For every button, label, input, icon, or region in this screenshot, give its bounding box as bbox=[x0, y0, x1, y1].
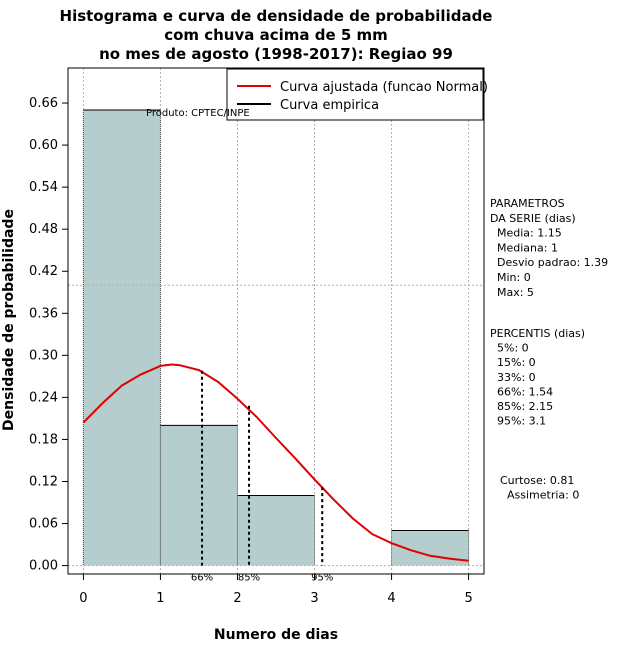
y-tick-label: 0.30 bbox=[29, 348, 58, 363]
plot-frame bbox=[67, 67, 485, 575]
parameter-line: DA SERIE (dias) bbox=[490, 212, 576, 225]
percentile-line-text: 95%: 3.1 bbox=[490, 415, 546, 428]
y-tick-label: 0.42 bbox=[29, 264, 58, 279]
legend-empirical-label: Curva empirica bbox=[280, 98, 379, 113]
y-axis-title: Densidade de probabilidade bbox=[1, 209, 17, 431]
x-tick-label: 1 bbox=[156, 591, 164, 606]
percentile-line-text: 15%: 0 bbox=[490, 356, 536, 369]
y-tick-label: 0.24 bbox=[29, 390, 58, 405]
percentile-label: 85% bbox=[238, 573, 260, 584]
legend-box bbox=[226, 68, 484, 121]
histogram-bar bbox=[83, 110, 161, 566]
shape-stat-line: Assimetria: 0 bbox=[500, 489, 579, 502]
x-tick-label: 0 bbox=[79, 591, 87, 606]
parameter-line: Mediana: 1 bbox=[490, 241, 558, 254]
x-tick-label: 3 bbox=[310, 591, 318, 606]
percentile-line-text: 33%: 0 bbox=[490, 371, 536, 384]
fitted-curve-group bbox=[82, 363, 469, 562]
y-tick-label: 0.60 bbox=[29, 138, 58, 153]
x-tick-label: 4 bbox=[387, 591, 395, 606]
chart-title-line-2: com chuva acima de 5 mm bbox=[164, 26, 388, 44]
parameter-line: Media: 1.15 bbox=[490, 227, 562, 240]
histogram-bars bbox=[82, 109, 470, 566]
x-axis-title: Numero de dias bbox=[214, 627, 338, 643]
y-tick-label: 0.54 bbox=[29, 180, 58, 195]
percentile-line-text: 5%: 0 bbox=[490, 342, 529, 355]
x-tick-label: 5 bbox=[464, 591, 472, 606]
parameter-line: Max: 5 bbox=[490, 286, 534, 299]
y-tick-label: 0.18 bbox=[29, 432, 58, 447]
y-tick-label: 0.06 bbox=[29, 517, 58, 532]
chart-title-line-3: no mes de agosto (1998-2017): Regiao 99 bbox=[99, 45, 453, 63]
shape-stat-line: Curtose: 0.81 bbox=[500, 474, 574, 487]
percentile-line-text: 85%: 2.15 bbox=[490, 400, 553, 413]
axes: 0.00 0.06 0.12 0.18 0.24 0.30 0.36 0.42 0.48 0.54… bbox=[29, 67, 485, 606]
percentile-label: 66% bbox=[191, 573, 213, 584]
y-tick-label: 0.00 bbox=[29, 559, 58, 574]
side-panel: PARAMETROS DA SERIE (dias) Media: 1.15 Me… bbox=[490, 197, 608, 502]
y-tick-label: 0.12 bbox=[29, 474, 58, 489]
histogram-bar bbox=[237, 495, 315, 566]
x-tick-label: 2 bbox=[233, 591, 241, 606]
fitted-normal-curve bbox=[82, 363, 469, 562]
y-tick-label: 0.36 bbox=[29, 306, 58, 321]
shape-statistics: Curtose: 0.81 Assimetria: 0 bbox=[500, 474, 579, 502]
y-tick-label: 0.48 bbox=[29, 222, 58, 237]
parameter-line: Desvio padrao: 1.39 bbox=[490, 256, 608, 269]
percentile-label: 95% bbox=[311, 573, 333, 584]
percentiles-list: PERCENTIS (dias) 5%: 0 15%: 0 33%: 0 66%… bbox=[490, 327, 585, 428]
parameter-line: Min: 0 bbox=[490, 271, 531, 284]
series-parameters: PARAMETROS DA SERIE (dias) Media: 1.15 Me… bbox=[490, 197, 608, 299]
parameter-line: PARAMETROS bbox=[490, 197, 565, 210]
legend-fitted-label: Curva ajustada (funcao Normal) bbox=[280, 80, 488, 95]
percentile-line-text: PERCENTIS (dias) bbox=[490, 327, 585, 340]
histogram-bar bbox=[160, 425, 238, 566]
y-tick-label: 0.66 bbox=[29, 96, 58, 111]
legend: Curva ajustada (funcao Normal) Curva emp… bbox=[226, 68, 488, 121]
percentile-markers: 66% 85% 95% bbox=[191, 370, 333, 584]
chart-title-line-1: Histograma e curva de densidade de proba… bbox=[60, 7, 493, 25]
percentile-line-text: 66%: 1.54 bbox=[490, 385, 553, 398]
product-annotation: Produto: CPTEC/INPE bbox=[146, 108, 250, 119]
